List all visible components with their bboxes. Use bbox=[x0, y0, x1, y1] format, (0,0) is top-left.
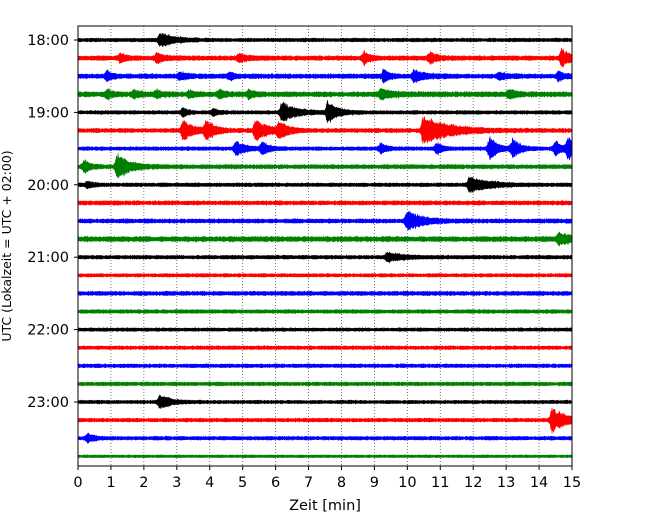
trace-2345 bbox=[77, 454, 573, 459]
x-axis-label: Zeit [min] bbox=[289, 498, 361, 514]
x-tick-label: 7 bbox=[304, 475, 313, 491]
y-tick-label: 23:00 bbox=[27, 395, 69, 411]
y-axis-ticks: 18:00 19:00 20:00 21:00 22:00 23:00 bbox=[27, 33, 78, 411]
x-tick-label: 3 bbox=[172, 475, 181, 491]
y-tick-label: 21:00 bbox=[27, 250, 69, 266]
x-tick-label: 4 bbox=[205, 475, 214, 491]
y-tick-label: 22:00 bbox=[27, 323, 69, 339]
y-tick-label: 20:00 bbox=[27, 178, 69, 194]
x-tick-label: 14 bbox=[530, 475, 548, 491]
x-tick-label: 1 bbox=[106, 475, 115, 491]
x-tick-label: 9 bbox=[370, 475, 379, 491]
x-axis-ticks: 0 1 2 3 4 5 6 7 8 9 10 11 12 13 14 15 bbox=[73, 466, 581, 491]
trace-2215 bbox=[77, 344, 573, 351]
x-tick-label: 5 bbox=[238, 475, 247, 491]
x-tick-label: 13 bbox=[497, 475, 515, 491]
x-tick-label: 6 bbox=[271, 475, 280, 491]
x-tick-label: 2 bbox=[139, 475, 148, 491]
x-tick-label: 10 bbox=[398, 475, 416, 491]
y-tick-label: 18:00 bbox=[27, 33, 69, 49]
x-tick-label: 8 bbox=[337, 475, 346, 491]
plot-frame bbox=[77, 25, 573, 467]
x-tick-label: 12 bbox=[464, 475, 482, 491]
trace-2245 bbox=[77, 381, 573, 387]
x-tick-label: 11 bbox=[431, 475, 449, 491]
trace-2145 bbox=[77, 308, 573, 315]
vertical-gridlines bbox=[110, 26, 540, 466]
x-tick-label: 0 bbox=[73, 475, 82, 491]
y-tick-label: 19:00 bbox=[27, 105, 69, 121]
y-axis-label: UTC (Lokalzeit = UTC + 02:00) bbox=[0, 150, 14, 341]
x-tick-label: 15 bbox=[563, 475, 581, 491]
